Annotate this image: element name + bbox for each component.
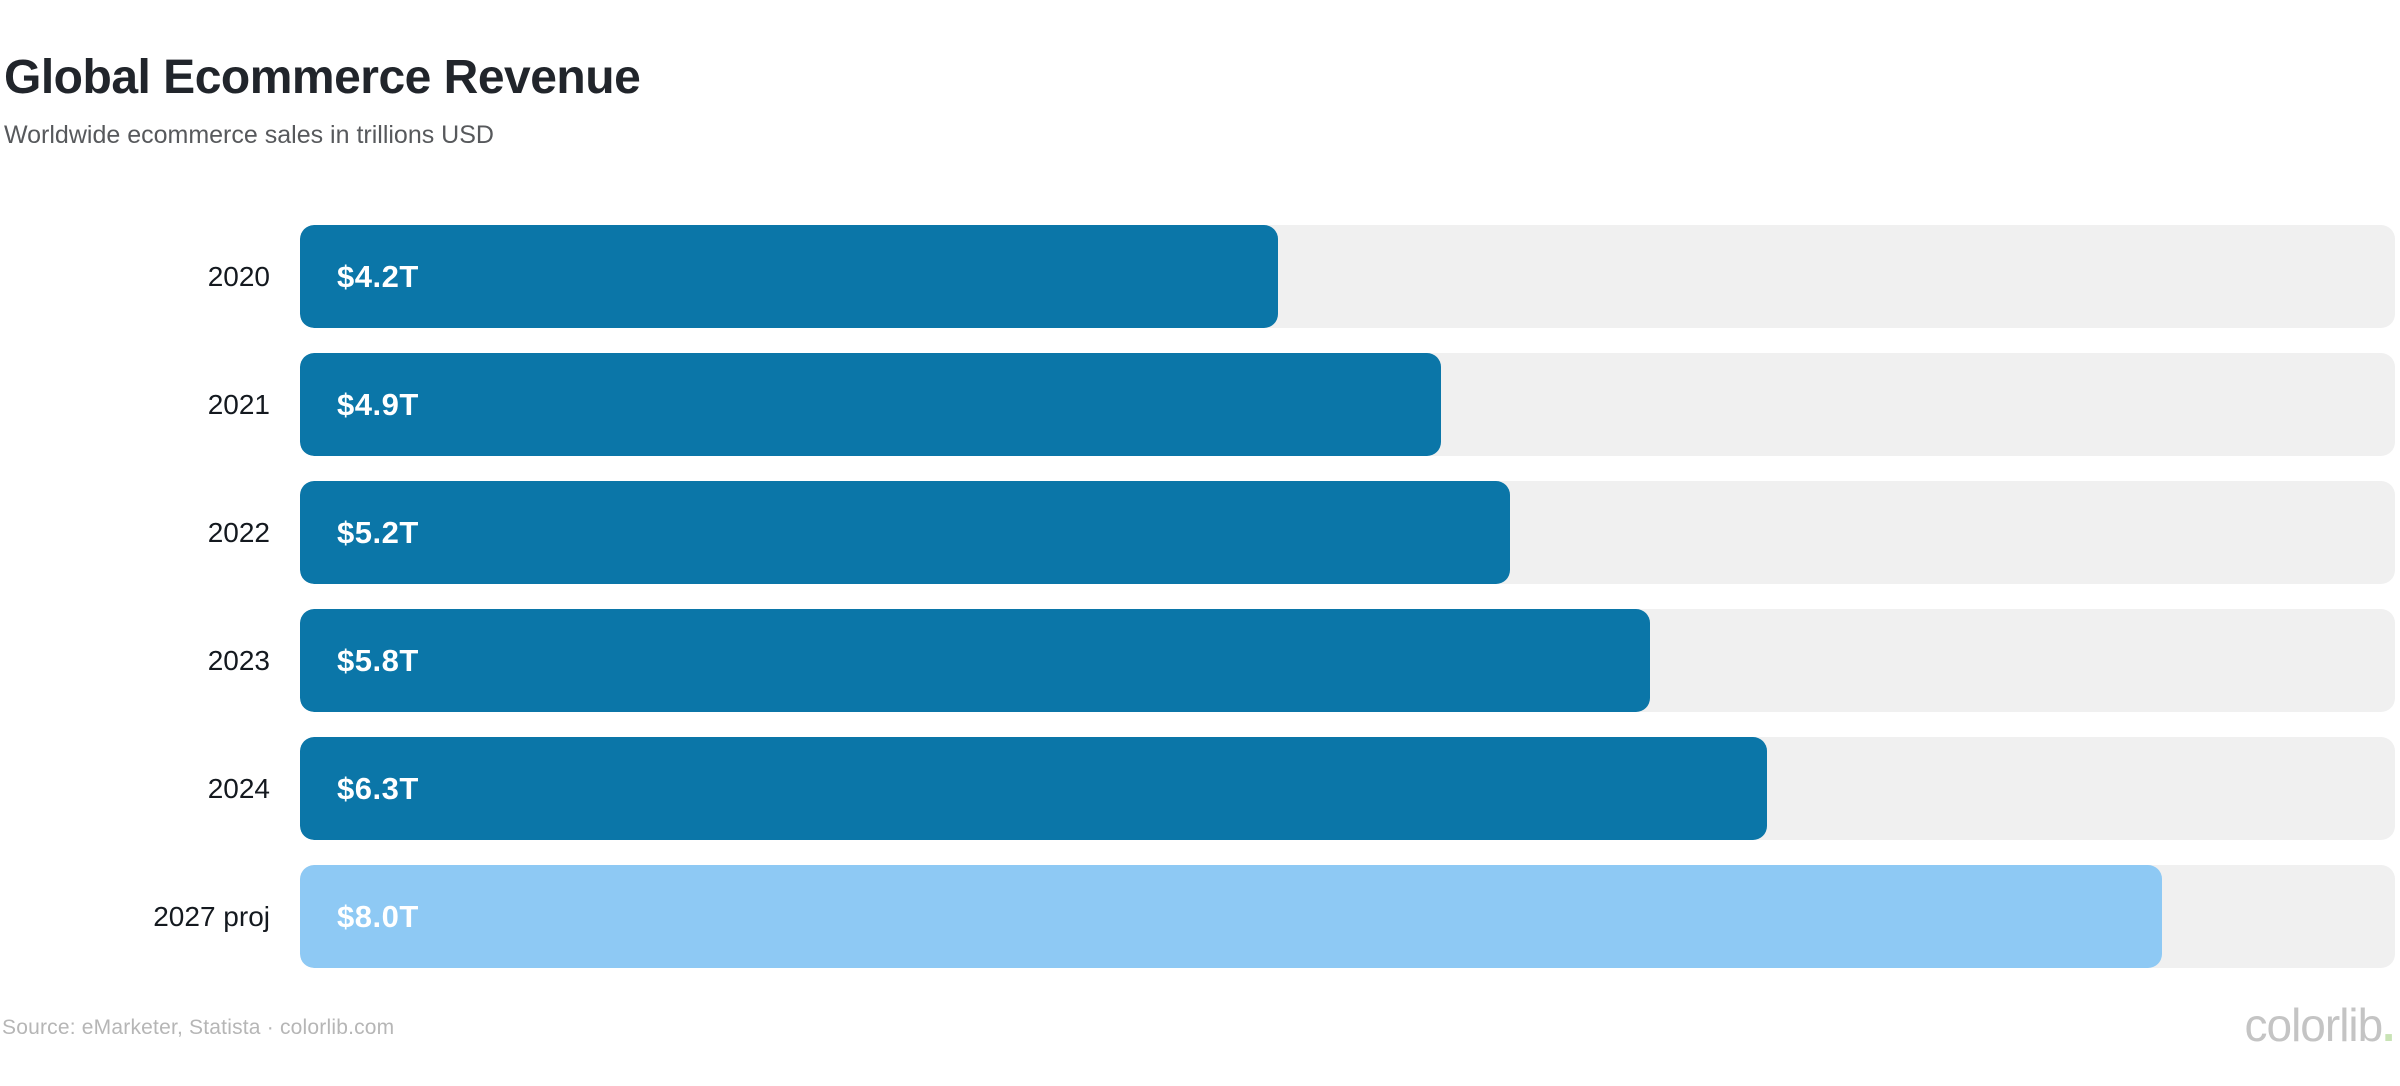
bar-track: $8.0T <box>300 865 2395 968</box>
bar-value-label: $5.2T <box>337 514 419 550</box>
chart-title: Global Ecommerce Revenue <box>4 51 641 104</box>
bar: $5.2T <box>300 481 1511 584</box>
bar-chart: 2020 $4.2T 2021 $4.9T 2022 $5.2T 2023 $5… <box>0 225 2400 968</box>
bar-track: $6.3T <box>300 737 2395 840</box>
bar-value-label: $4.2T <box>337 258 419 294</box>
chart-header: Global Ecommerce Revenue Worldwide ecomm… <box>4 51 641 150</box>
bar-track: $5.8T <box>300 609 2395 712</box>
bar-row: 2022 $5.2T <box>0 481 2400 584</box>
chart-subtitle: Worldwide ecommerce sales in trillions U… <box>4 120 494 149</box>
year-label: 2024 <box>207 772 270 804</box>
bar-value-label: $6.3T <box>337 770 419 806</box>
bar: $4.2T <box>300 225 1278 328</box>
year-label: 2027 proj <box>153 900 270 932</box>
bar-value-label: $4.9T <box>337 386 419 422</box>
bar-row: 2021 $4.9T <box>0 353 2400 456</box>
bar-track: $4.9T <box>300 353 2395 456</box>
bar-row: 2027 proj $8.0T <box>0 865 2400 968</box>
colorlib-logo-dot: . <box>2382 999 2395 1051</box>
year-label: 2022 <box>207 516 270 548</box>
colorlib-logo-text: colorlib <box>2244 999 2383 1051</box>
bar-track: $4.2T <box>300 225 2395 328</box>
bar-value-label: $8.0T <box>337 898 419 934</box>
year-label: 2020 <box>207 260 270 292</box>
bar-row: 2023 $5.8T <box>0 609 2400 712</box>
bar: $6.3T <box>300 737 1767 840</box>
bar-row: 2020 $4.2T <box>0 225 2400 328</box>
bar-track: $5.2T <box>300 481 2395 584</box>
year-label: 2021 <box>207 388 270 420</box>
source-attribution: Source: eMarketer, Statista · colorlib.c… <box>2 1016 395 1039</box>
bar: $5.8T <box>300 609 1651 712</box>
bar: $4.9T <box>300 353 1441 456</box>
bar: $8.0T <box>300 865 2163 968</box>
bar-row: 2024 $6.3T <box>0 737 2400 840</box>
year-label: 2023 <box>207 644 270 676</box>
colorlib-logo: colorlib. <box>2244 998 2394 1052</box>
bar-value-label: $5.8T <box>337 642 419 678</box>
